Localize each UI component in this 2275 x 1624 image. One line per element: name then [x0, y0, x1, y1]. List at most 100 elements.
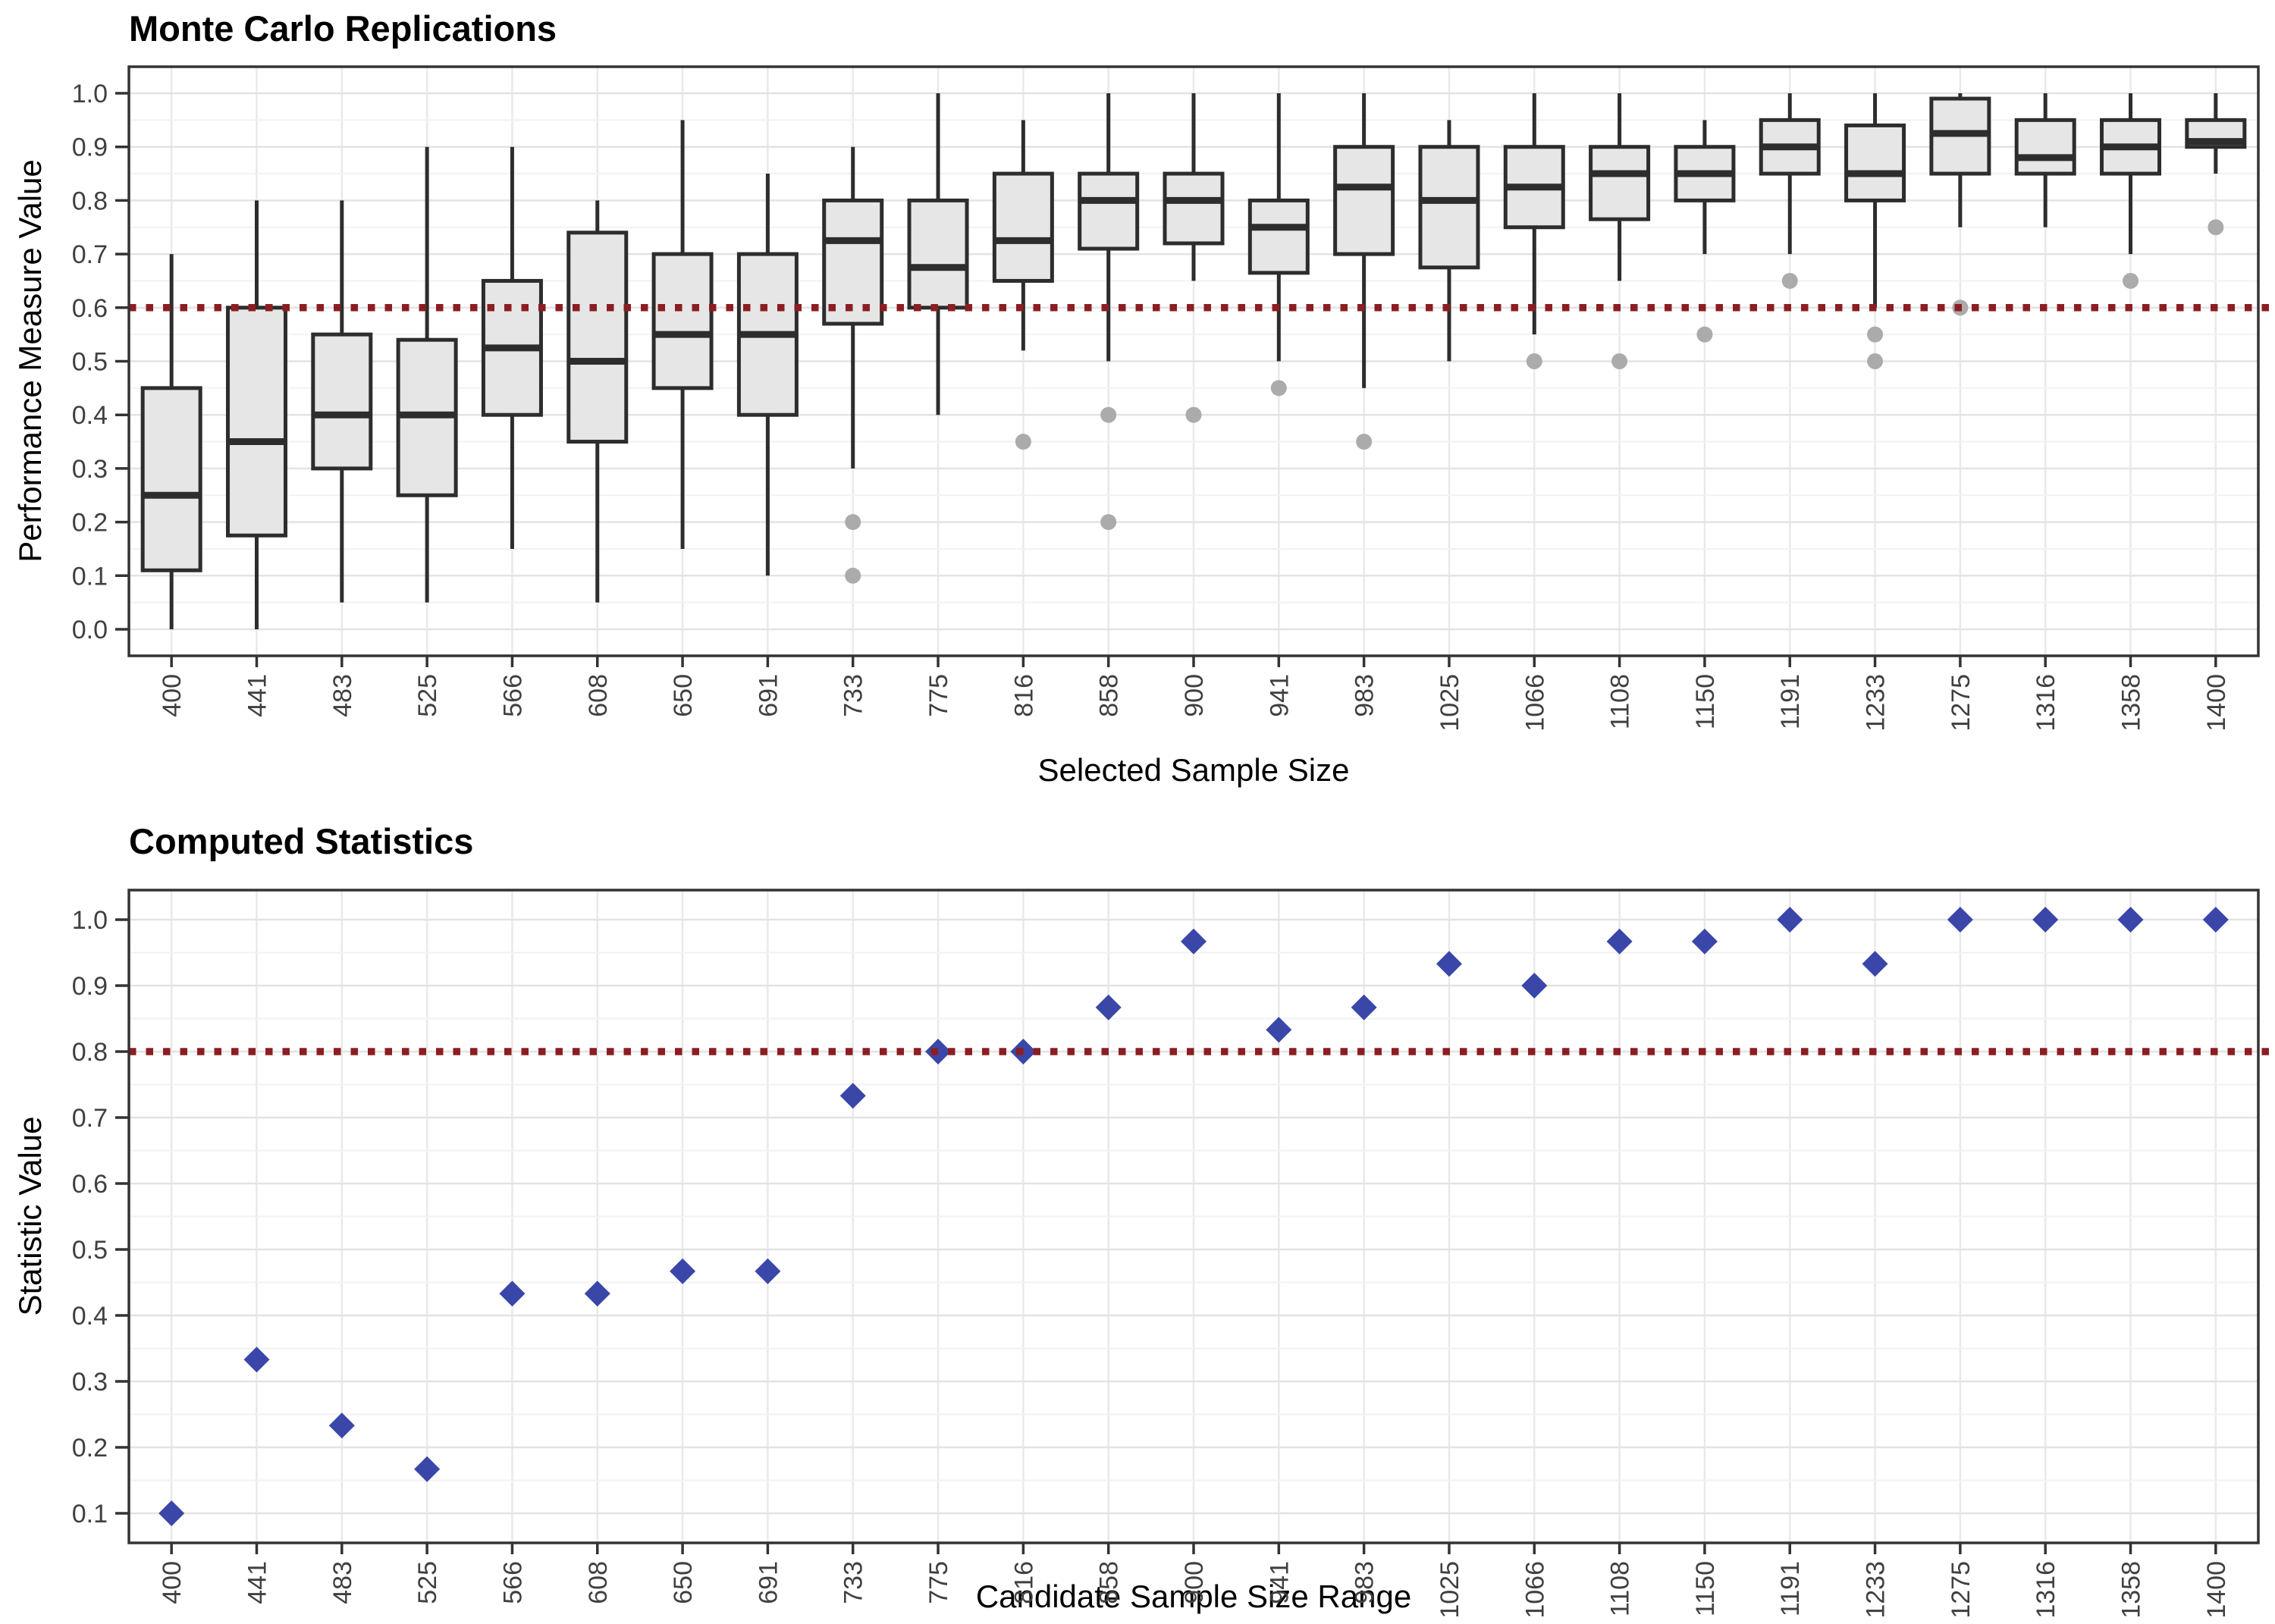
top-y-axis-ticks: 0.0 0.1 0.2 0.3 0.4 0.5 0.6 0.7 0.8 0.9 1.0	[72, 80, 129, 644]
outlier-point	[2208, 219, 2224, 236]
iqr-box	[1333, 145, 1395, 256]
box-group-691	[736, 174, 799, 576]
top-x-tick-label: 441	[243, 674, 271, 717]
bottom-panel: 0.1 0.2 0.3 0.4 0.5 0.6 0.7 0.8 0.9 1.0 400 441 483 5…	[72, 889, 2275, 1619]
outlier-point	[845, 567, 861, 584]
iqr-box	[1163, 171, 1225, 246]
box-group-941	[1247, 93, 1310, 397]
scatter-point-1150	[1691, 928, 1718, 955]
scatter-point-941	[1266, 1017, 1292, 1043]
scatter-point-983	[1351, 994, 1377, 1020]
box-group-525	[396, 146, 458, 603]
top-x-tick-label: 1025	[1436, 674, 1464, 732]
scatter-point-1108	[1606, 928, 1633, 955]
outlier-point	[1100, 406, 1117, 423]
bottom-x-tick-label: 1108	[1606, 1561, 1635, 1616]
bottom-y-tick-label: 0.1	[72, 1500, 108, 1528]
outlier-point	[1867, 353, 1884, 369]
outlier-point	[2123, 272, 2139, 289]
box-group-1066	[1503, 93, 1565, 369]
iqr-box	[566, 230, 629, 444]
bottom-x-axis-ticks: 400 441 483 525 566 608 650 691 733 775 816 858 900 9…	[158, 1543, 2231, 1619]
scatter-point-525	[414, 1456, 441, 1482]
bottom-panel-title: Computed Statistics	[129, 821, 474, 861]
bottom-x-tick-label: 1400	[2202, 1561, 2231, 1619]
bottom-x-tick-label: 900	[1180, 1561, 1209, 1604]
top-y-tick-label: 0.6	[72, 294, 108, 323]
scatter-point-691	[755, 1258, 781, 1284]
box-group-1108	[1589, 93, 1651, 369]
top-x-tick-label: 1150	[1691, 674, 1720, 729]
top-x-tick-label: 650	[669, 674, 698, 717]
bottom-panel-border	[127, 889, 2260, 1544]
scatter-point-566	[499, 1281, 526, 1307]
box-group-1400	[2185, 93, 2247, 236]
top-x-tick-label: 525	[413, 674, 442, 717]
top-x-tick-label: 775	[924, 674, 953, 717]
top-y-tick-label: 0.3	[72, 455, 108, 484]
scatter-points	[158, 907, 2229, 1526]
bottom-y-tick-label: 0.7	[72, 1104, 108, 1133]
top-panel-border	[127, 65, 2260, 657]
top-panel-title: Monte Carlo Replications	[129, 8, 557, 49]
outlier-point	[845, 514, 861, 531]
top-y-tick-label: 0.5	[72, 348, 108, 377]
top-y-tick-label: 0.0	[72, 616, 108, 644]
bottom-x-tick-label: 525	[413, 1561, 442, 1604]
bottom-y-tick-label: 0.2	[72, 1434, 108, 1463]
bottom-y-axis-ticks: 0.1 0.2 0.3 0.4 0.5 0.6 0.7 0.8 0.9 1.0	[72, 906, 129, 1528]
box-group-483	[311, 200, 373, 603]
bottom-y-tick-label: 0.6	[72, 1170, 108, 1199]
bottom-y-tick-label: 0.3	[72, 1368, 108, 1397]
top-x-tick-label: 1191	[1776, 674, 1805, 729]
bottom-x-tick-label: 941	[1265, 1561, 1294, 1604]
box-group-1025	[1418, 120, 1480, 362]
iqr-box	[1078, 171, 1140, 251]
outlier-point	[1356, 434, 1373, 450]
box-group-858	[1078, 93, 1140, 531]
scatter-point-1025	[1436, 951, 1462, 977]
top-x-tick-label: 941	[1265, 674, 1294, 717]
top-x-tick-label: 400	[158, 674, 187, 717]
scatter-point-1066	[1521, 973, 1548, 999]
top-x-axis-ticks: 400 441 483 525 566 608 650 691 733 775 816 858 900 9…	[158, 656, 2231, 732]
top-x-tick-label: 983	[1351, 674, 1379, 717]
scatter-point-733	[839, 1083, 866, 1109]
bottom-x-tick-label: 1316	[2032, 1561, 2060, 1619]
scatter-point-1233	[1862, 951, 1888, 977]
box-group-1233	[1844, 93, 1906, 369]
top-x-tick-label: 1400	[2202, 674, 2231, 732]
box-group-566	[481, 146, 543, 549]
box-group-983	[1333, 93, 1395, 450]
top-y-tick-label: 0.1	[72, 562, 108, 591]
bottom-x-tick-label: 1358	[2117, 1561, 2146, 1619]
bottom-x-tick-label: 1233	[1862, 1561, 1891, 1619]
top-x-tick-label: 858	[1095, 674, 1124, 717]
scatter-point-775	[925, 1039, 952, 1064]
iqr-box	[225, 306, 287, 538]
box-group-775	[907, 93, 969, 415]
bottom-y-tick-label: 0.9	[72, 972, 108, 1001]
top-x-tick-label: 733	[839, 674, 868, 717]
bottom-x-tick-label: 1066	[1520, 1561, 1549, 1619]
box-group-1150	[1674, 120, 1736, 343]
box-group-1316	[2014, 93, 2076, 227]
box-group-816	[992, 120, 1054, 450]
outlier-point	[1781, 272, 1798, 289]
bottom-x-tick-label: 858	[1095, 1561, 1124, 1604]
top-x-tick-label: 1108	[1606, 674, 1635, 729]
bottom-x-tick-label: 650	[669, 1561, 698, 1604]
bottom-x-tick-label: 608	[584, 1561, 613, 1604]
top-x-tick-label: 1358	[2117, 674, 2146, 732]
bottom-x-tick-label: 483	[328, 1561, 357, 1604]
scatter-point-1275	[1947, 907, 1973, 933]
iqr-box	[140, 386, 202, 572]
iqr-box	[822, 198, 884, 326]
iqr-box	[907, 198, 969, 310]
iqr-box	[1844, 123, 1906, 202]
box-group-650	[651, 120, 714, 549]
outlier-point	[1611, 353, 1628, 369]
iqr-box	[1589, 145, 1651, 221]
bottom-panel-x-axis-title: Candidate Sample Size Range	[975, 1579, 1412, 1614]
top-x-tick-label: 900	[1180, 674, 1209, 717]
